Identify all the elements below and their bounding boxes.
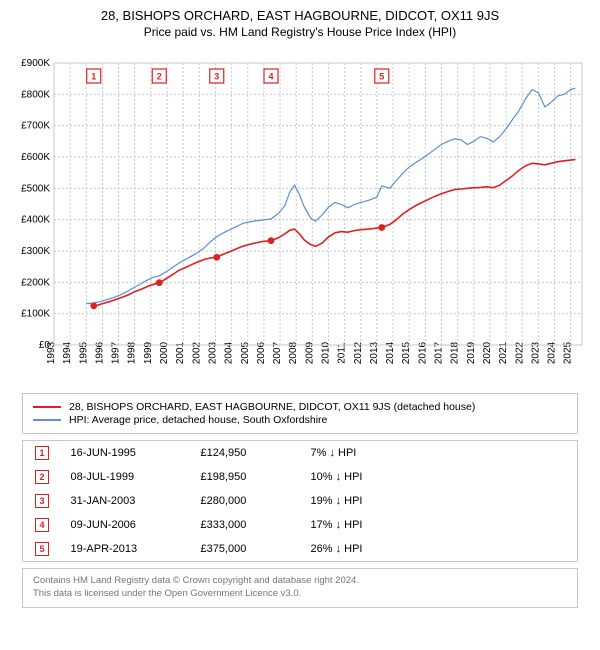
txn-price: £333,000: [197, 513, 307, 537]
chart-title: 28, BISHOPS ORCHARD, EAST HAGBOURNE, DID…: [10, 8, 590, 23]
legend-label-hpi: HPI: Average price, detached house, Sout…: [69, 414, 327, 426]
chart-plot: £0£100K£200K£300K£400K£500K£600K£700K£80…: [10, 45, 590, 385]
svg-text:£700K: £700K: [21, 121, 50, 132]
footer-line-1: Contains HM Land Registry data © Crown c…: [33, 575, 567, 588]
txn-diff: 26% ↓ HPI: [307, 537, 578, 562]
svg-text:£300K: £300K: [21, 246, 50, 257]
chart-subtitle: Price paid vs. HM Land Registry's House …: [10, 25, 590, 39]
table-row: 2 08-JUL-1999£198,95010% ↓ HPI: [23, 465, 578, 489]
table-row: 4 09-JUN-2006£333,00017% ↓ HPI: [23, 513, 578, 537]
txn-date: 09-JUN-2006: [67, 513, 197, 537]
svg-text:£500K: £500K: [21, 183, 50, 194]
transactions-table: 1 16-JUN-1995£124,9507% ↓ HPI 2 08-JUL-1999…: [22, 440, 578, 562]
txn-price: £280,000: [197, 489, 307, 513]
txn-marker-icon: 1: [35, 446, 49, 460]
table-row: 1 16-JUN-1995£124,9507% ↓ HPI: [23, 441, 578, 466]
svg-text:£400K: £400K: [21, 215, 50, 226]
attribution-footer: Contains HM Land Registry data © Crown c…: [22, 568, 578, 608]
txn-price: £375,000: [197, 537, 307, 562]
txn-date: 31-JAN-2003: [67, 489, 197, 513]
svg-text:£600K: £600K: [21, 152, 50, 163]
txn-date: 16-JUN-1995: [67, 441, 197, 466]
svg-text:£800K: £800K: [21, 89, 50, 100]
legend: 28, BISHOPS ORCHARD, EAST HAGBOURNE, DID…: [22, 393, 578, 434]
txn-date: 08-JUL-1999: [67, 465, 197, 489]
txn-date: 19-APR-2013: [67, 537, 197, 562]
svg-text:2: 2: [157, 72, 162, 82]
legend-swatch-property: [33, 406, 61, 408]
txn-price: £124,950: [197, 441, 307, 466]
line-chart-svg: £0£100K£200K£300K£400K£500K£600K£700K£80…: [10, 45, 590, 385]
txn-marker-icon: 3: [35, 494, 49, 508]
legend-item-property: 28, BISHOPS ORCHARD, EAST HAGBOURNE, DID…: [33, 401, 567, 413]
txn-diff: 10% ↓ HPI: [307, 465, 578, 489]
svg-text:1: 1: [91, 72, 96, 82]
footer-line-2: This data is licensed under the Open Gov…: [33, 588, 567, 601]
table-row: 5 19-APR-2013£375,00026% ↓ HPI: [23, 537, 578, 562]
txn-diff: 7% ↓ HPI: [307, 441, 578, 466]
legend-swatch-hpi: [33, 419, 61, 421]
svg-text:£900K: £900K: [21, 58, 50, 69]
svg-text:4: 4: [269, 72, 274, 82]
txn-marker-icon: 4: [35, 518, 49, 532]
svg-text:£200K: £200K: [21, 277, 50, 288]
txn-marker-icon: 5: [35, 542, 49, 556]
legend-item-hpi: HPI: Average price, detached house, Sout…: [33, 414, 567, 426]
svg-text:5: 5: [379, 72, 384, 82]
txn-diff: 17% ↓ HPI: [307, 513, 578, 537]
chart-container: 28, BISHOPS ORCHARD, EAST HAGBOURNE, DID…: [0, 0, 600, 624]
txn-marker-icon: 2: [35, 470, 49, 484]
table-row: 3 31-JAN-2003£280,00019% ↓ HPI: [23, 489, 578, 513]
txn-diff: 19% ↓ HPI: [307, 489, 578, 513]
txn-price: £198,950: [197, 465, 307, 489]
svg-text:£100K: £100K: [21, 309, 50, 320]
legend-label-property: 28, BISHOPS ORCHARD, EAST HAGBOURNE, DID…: [69, 401, 475, 413]
svg-text:3: 3: [214, 72, 219, 82]
